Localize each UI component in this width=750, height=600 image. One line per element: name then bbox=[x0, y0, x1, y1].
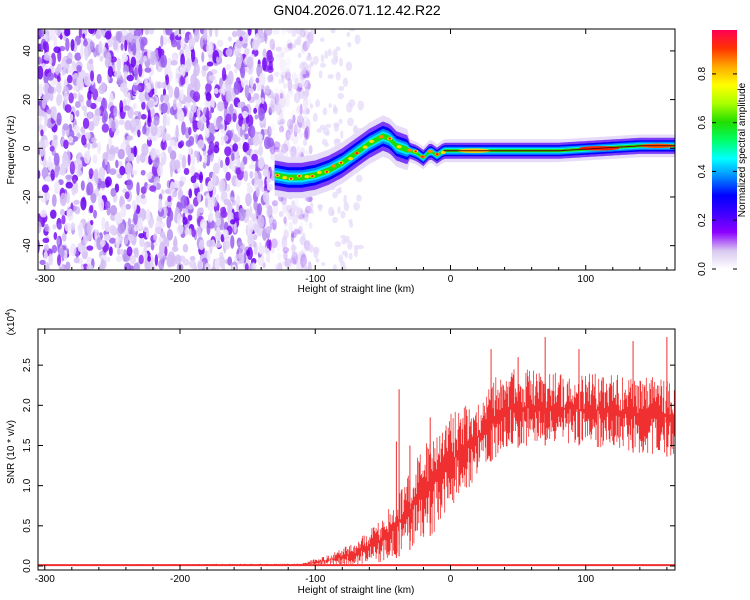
colorbar-ticks: 0.0 0.2 0.4 0.6 0.8 bbox=[697, 67, 737, 276]
spectrogram-x-label: Height of straight line (km) bbox=[298, 284, 415, 295]
colorbar-label: Normalized spectral amplitude bbox=[737, 82, 748, 217]
snr-x-label: Height of straight line (km) bbox=[298, 585, 415, 596]
snr-panel: -300 -200 -100 0 100 0.0 0.5 1.0 1.5 2.0 2.5 Heig… bbox=[5, 309, 676, 596]
colorbar-tick-label: 0.6 bbox=[697, 115, 708, 129]
snr-x-axis: -300 -200 -100 0 100 bbox=[35, 329, 668, 585]
spectrogram-x-tick-label: -200 bbox=[170, 274, 190, 285]
spectrogram-y-axis: -40 -20 0 20 40 bbox=[22, 45, 675, 253]
spectrogram-y-tick-label: 40 bbox=[22, 45, 33, 57]
snr-series bbox=[38, 337, 675, 567]
spectrogram-x-tick-label: -100 bbox=[305, 274, 325, 285]
colorbar-tick-label: 0.2 bbox=[697, 213, 708, 227]
snr-x-tick-label: -100 bbox=[305, 574, 325, 585]
spectrogram-x-tick-label: -300 bbox=[35, 274, 55, 285]
snr-y-axis: 0.0 0.5 1.0 1.5 2.0 2.5 bbox=[22, 358, 675, 573]
colorbar-tick-label: 0.4 bbox=[697, 164, 708, 178]
snr-scale-label: (x104) bbox=[5, 309, 17, 336]
colorbar-gradient bbox=[712, 30, 737, 269]
spectrogram-y-tick-label: 0 bbox=[22, 145, 33, 151]
colorbar: 0.0 0.2 0.4 0.6 0.8 Normalized spectral ampl… bbox=[697, 30, 748, 276]
snr-y-tick-label: 2.5 bbox=[22, 358, 33, 372]
spectrogram-frame bbox=[37, 28, 676, 271]
snr-scale-prefix: (x10 bbox=[6, 315, 17, 335]
spectrogram-x-tick-label: 0 bbox=[448, 274, 454, 285]
snr-y-tick-label: 0.0 bbox=[22, 559, 33, 573]
spectrogram-ridge bbox=[274, 115, 675, 199]
snr-y-tick-label: 0.5 bbox=[22, 518, 33, 532]
spectrogram-x-axis: -300 -200 -100 0 100 bbox=[35, 29, 668, 285]
snr-y-tick-label: 1.5 bbox=[22, 438, 33, 452]
svg-text:(x104): (x104) bbox=[5, 309, 17, 336]
colorbar-tick-label: 0.0 bbox=[697, 262, 708, 276]
snr-x-tick-label: 100 bbox=[577, 574, 594, 585]
spectrogram-noise bbox=[38, 29, 364, 270]
spectrogram-x-tick-label: 100 bbox=[577, 274, 594, 285]
snr-x-tick-label: 0 bbox=[448, 574, 454, 585]
colorbar-tick-label: 0.8 bbox=[697, 67, 708, 81]
snr-x-tick-label: -200 bbox=[170, 574, 190, 585]
chart-title: GN04.2026.071.12.42.R22 bbox=[273, 2, 441, 18]
snr-x-tick-label: -300 bbox=[35, 574, 55, 585]
spectrogram-y-tick-label: -40 bbox=[22, 238, 33, 253]
spectrogram-y-label: Frequency (Hz) bbox=[6, 116, 17, 185]
snr-y-tick-label: 1.0 bbox=[22, 478, 33, 492]
snr-background bbox=[38, 329, 675, 570]
snr-y-label: SNR (10 * v/v) bbox=[6, 420, 17, 484]
spectrogram-y-tick-label: 20 bbox=[22, 94, 33, 106]
spectrogram-y-tick-label: -20 bbox=[22, 189, 33, 204]
snr-y-tick-label: 2.0 bbox=[22, 398, 33, 412]
snr-frame bbox=[37, 328, 676, 571]
snr-scale-exponent: 4 bbox=[5, 312, 12, 316]
